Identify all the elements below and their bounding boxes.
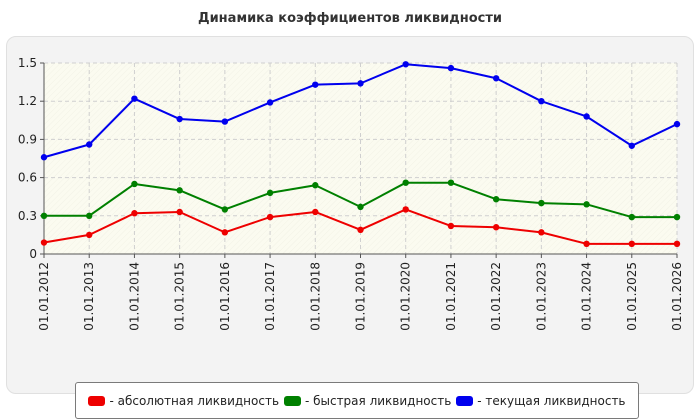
x-tick-label: 01.01.2013 bbox=[82, 262, 96, 331]
plot-area: 0 0.3 0.6 0.9 1.2 1.5 01.01.2012 01.01.2013 01.0… bbox=[18, 56, 684, 331]
legend-item-1: - абсолютная ликвидность bbox=[88, 394, 279, 408]
series-2-point bbox=[312, 182, 319, 189]
series-1-point bbox=[176, 208, 183, 216]
series-3-point bbox=[628, 142, 635, 149]
x-tick-label: 01.01.2014 bbox=[127, 262, 141, 331]
y-tick-label: 0.3 bbox=[18, 209, 37, 223]
series-3-point bbox=[673, 120, 681, 128]
series-1-point bbox=[221, 229, 229, 236]
series-1-point bbox=[357, 226, 364, 234]
x-tick-label: 01.01.2022 bbox=[489, 262, 503, 331]
legend-item-3: - текущая ликвидность bbox=[456, 393, 626, 408]
series-3-point bbox=[357, 80, 364, 87]
x-tick-label: 01.01.2015 bbox=[173, 262, 187, 331]
series-1-point bbox=[673, 240, 681, 248]
series-2-point bbox=[266, 189, 274, 197]
series-2-point bbox=[40, 212, 48, 219]
chart-panel: 0 0.3 0.6 0.9 1.2 1.5 01.01.2012 01.01.2013 01.0… bbox=[6, 36, 694, 419]
x-tick-label: 01.01.2021 bbox=[444, 262, 458, 331]
series-3-point bbox=[447, 64, 455, 72]
series-2-point bbox=[402, 179, 409, 186]
legend-label: - текущая ликвидность bbox=[477, 393, 626, 408]
x-tick-label: 01.01.2026 bbox=[670, 262, 684, 331]
legend-item-2: - быстрая ликвидность bbox=[283, 393, 452, 408]
series-2-point bbox=[176, 187, 183, 194]
series-1-point bbox=[538, 229, 545, 236]
x-tick-label: 01.01.2023 bbox=[534, 262, 548, 331]
series-3-point bbox=[538, 98, 545, 105]
x-tick-label: 01.01.2019 bbox=[354, 262, 368, 331]
series-2-point bbox=[447, 179, 455, 186]
series-2-point bbox=[221, 206, 229, 213]
x-tick-label: 01.01.2018 bbox=[308, 262, 322, 331]
y-tick-label: 0 bbox=[29, 247, 37, 261]
series-3-point bbox=[221, 118, 229, 125]
series-2-point bbox=[86, 212, 93, 219]
series-2-point bbox=[131, 180, 138, 188]
series-1-point bbox=[266, 213, 274, 221]
series-1-point bbox=[583, 240, 590, 248]
series-1-point bbox=[628, 240, 635, 248]
x-tick-label: 01.01.2012 bbox=[37, 262, 51, 331]
y-tick-label: 0.9 bbox=[18, 132, 37, 146]
y-tick-label: 1.5 bbox=[18, 56, 37, 70]
x-tick-label: 01.01.2025 bbox=[625, 262, 639, 331]
series-2-point bbox=[628, 213, 635, 221]
x-tick-label: 01.01.2016 bbox=[218, 262, 232, 331]
series-2-point bbox=[538, 199, 545, 207]
series-1-point bbox=[447, 222, 455, 230]
series-3-point bbox=[176, 115, 183, 123]
legend-swatch bbox=[283, 395, 301, 406]
series-3-point bbox=[312, 81, 319, 88]
legend-swatch bbox=[88, 395, 106, 406]
series-1-point bbox=[402, 206, 409, 213]
y-tick-label: 0.6 bbox=[18, 171, 37, 185]
series-3-point bbox=[40, 154, 48, 161]
series-2-point bbox=[583, 201, 590, 208]
series-1-point bbox=[40, 239, 48, 246]
legend-label: - быстрая ликвидность bbox=[304, 393, 452, 408]
series-1-point bbox=[492, 224, 500, 231]
series-2-point bbox=[673, 213, 681, 221]
chart-title: Динамика коэффициентов ликвидности bbox=[198, 11, 502, 26]
series-1-point bbox=[312, 208, 319, 216]
legend-swatch bbox=[456, 395, 474, 406]
series-1-point bbox=[86, 231, 93, 239]
series-3-point bbox=[266, 99, 274, 106]
legend: - абсолютная ликвидность - быстрая ликвид… bbox=[75, 382, 639, 419]
series-2-point bbox=[492, 196, 500, 203]
y-tick-label: 1.2 bbox=[18, 94, 37, 108]
legend-label: - абсолютная ликвидность bbox=[109, 393, 280, 408]
x-tick-label: 01.01.2020 bbox=[399, 262, 413, 331]
x-tick-label: 01.01.2024 bbox=[580, 262, 594, 331]
series-3-point bbox=[402, 61, 409, 68]
series-3-point bbox=[86, 141, 93, 148]
series-3-point bbox=[131, 95, 138, 102]
series-1-point bbox=[131, 210, 138, 217]
series-3-point bbox=[583, 113, 590, 120]
x-tick-label: 01.01.2017 bbox=[263, 262, 277, 331]
series-3-point bbox=[492, 75, 500, 82]
series-2-point bbox=[357, 203, 364, 211]
